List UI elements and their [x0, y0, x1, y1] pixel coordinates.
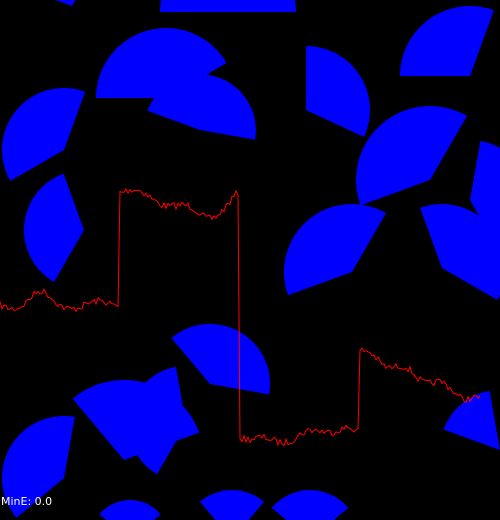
blue-wedge-shape [400, 5, 494, 77]
blue-wedge-shape [55, 0, 76, 6]
blue-wedge-shape [271, 490, 349, 520]
blue-wedge-shape [160, 0, 296, 12]
blue-wedge-shape [147, 74, 256, 140]
min-energy-readout: MinE: 0.0 [1, 495, 53, 508]
blue-wedge-shape [470, 140, 500, 252]
blue-wedge-shape [1, 415, 75, 518]
blue-wedge-shape [171, 323, 271, 395]
blue-wedge-shape [99, 500, 161, 520]
blue-wedge-shape [199, 490, 265, 520]
blue-wedge-shape [443, 390, 500, 450]
blue-wedge-shape [306, 46, 370, 137]
signal-trace [0, 187, 481, 447]
blue-wedge-shape [1, 87, 86, 181]
blue-wedge-shape [23, 173, 85, 282]
blue-wedge-shape [283, 203, 386, 296]
blue-wedge-shape [128, 366, 186, 475]
blue-wedge-shape [420, 204, 500, 300]
blue-wedge-shape [356, 106, 467, 206]
